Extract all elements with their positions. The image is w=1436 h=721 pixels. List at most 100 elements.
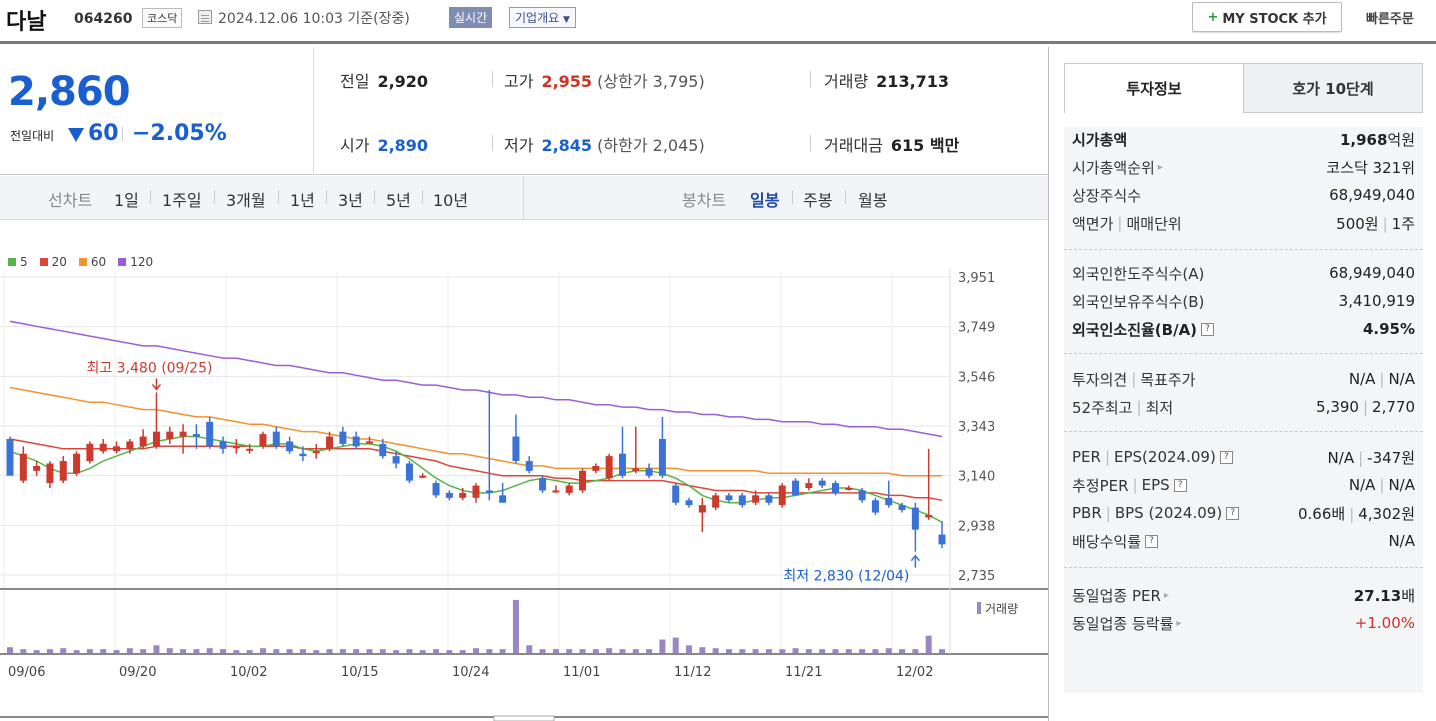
- tab-10y[interactable]: 10년: [433, 191, 469, 210]
- volume-bar: [220, 649, 227, 653]
- candle-body: [286, 441, 294, 452]
- candle-body: [818, 480, 826, 486]
- help-icon[interactable]: ?: [1226, 506, 1240, 520]
- sector-change-row[interactable]: 동일업종 등락률 ▸ +1.00%: [1072, 614, 1415, 633]
- tab-5y[interactable]: 5년: [386, 191, 411, 210]
- legend-ma20: 20: [39, 255, 67, 269]
- tab-daily[interactable]: 일봉: [750, 191, 780, 210]
- candle-body: [831, 483, 839, 493]
- help-icon[interactable]: ?: [1145, 534, 1159, 548]
- candle-body: [272, 431, 280, 447]
- volume-label: 거래량: [985, 602, 1018, 616]
- legend-ma120: 120: [118, 255, 153, 269]
- tab-1y[interactable]: 1년: [290, 191, 315, 210]
- x-tick-label: 11/12: [674, 665, 711, 680]
- volume-bar: [859, 649, 866, 653]
- candle-body: [539, 478, 547, 491]
- candle-body: [685, 500, 693, 506]
- candle-body: [805, 483, 813, 489]
- sector-per-row[interactable]: 동일업종 PER ▸ 27.13배: [1072, 586, 1415, 605]
- volume-bar: [113, 650, 120, 653]
- tab-investment-info[interactable]: 투자정보: [1064, 63, 1244, 113]
- volume-bar: [20, 649, 27, 653]
- stock-code: 064260: [74, 11, 133, 27]
- volume-bar: [725, 649, 732, 653]
- candle-body: [59, 461, 67, 481]
- foreign-limit-row: 외국인한도주식수(A) 68,949,040: [1072, 264, 1415, 283]
- volume-bar: [899, 649, 906, 653]
- help-icon[interactable]: ?: [1201, 322, 1215, 336]
- volume-bar: [446, 650, 453, 653]
- candle-body: [911, 507, 919, 530]
- x-tick-label: 10/24: [452, 665, 489, 680]
- help-icon[interactable]: ?: [1219, 450, 1233, 464]
- y-tick-label: 3,140: [958, 470, 995, 485]
- volume-bar: [672, 637, 679, 653]
- current-price-panel: 2,860 전일대비 60 −2.05%: [0, 47, 314, 175]
- candle-body: [312, 451, 320, 454]
- volume-bar: [752, 649, 759, 653]
- volume-bar: [819, 649, 826, 653]
- candle-body: [579, 470, 587, 491]
- x-tick-label: 11/01: [563, 665, 600, 680]
- candle-body: [73, 453, 81, 474]
- listed-shares-row: 상장주식수 68,949,040: [1072, 186, 1415, 205]
- volume: 거래량 213,713: [824, 72, 950, 91]
- volume-bar: [433, 649, 440, 653]
- volume-bar: [286, 649, 293, 653]
- high-annotation: 최고 3,480 (09/25): [86, 360, 212, 376]
- volume-bar: [140, 649, 147, 653]
- realtime-badge[interactable]: 실시간: [449, 7, 493, 28]
- volume-bar: [805, 649, 812, 653]
- candle-body: [365, 441, 373, 444]
- help-icon[interactable]: ?: [1173, 478, 1187, 492]
- volume-bar: [353, 649, 360, 653]
- candle-body: [379, 443, 387, 457]
- chevron-right-icon: ▸: [1176, 617, 1182, 629]
- candle-body: [698, 505, 706, 513]
- tab-1w[interactable]: 1주일: [162, 191, 202, 210]
- tab-3y[interactable]: 3년: [338, 191, 363, 210]
- corp-info-dropdown[interactable]: 기업개요 ▼: [509, 7, 576, 28]
- volume-bar: [246, 650, 253, 653]
- ma60-line: [9, 386, 942, 477]
- candle-chart-label: 봉차트: [682, 191, 727, 210]
- candle-body: [206, 421, 214, 447]
- down-triangle-icon: [68, 128, 84, 142]
- tab-1d[interactable]: 1일: [114, 191, 139, 210]
- tab-monthly[interactable]: 월봉: [858, 191, 888, 210]
- candle-body: [432, 483, 440, 496]
- candle-body: [778, 485, 786, 506]
- candle-body: [33, 465, 41, 471]
- volume-bar: [339, 649, 346, 653]
- low-annotation: 최저 2,830 (12/04): [783, 569, 909, 585]
- volume-bar: [566, 649, 573, 653]
- market-cap-rank-row[interactable]: 시가총액순위 ▸ 코스닥 321위: [1072, 158, 1415, 177]
- candle-body: [845, 488, 853, 491]
- tab-weekly[interactable]: 주봉: [803, 191, 833, 210]
- ma-legend: 5 20 60 120: [8, 255, 153, 269]
- trade-amount: 거래대금 615 백만: [824, 136, 960, 155]
- candle-body: [299, 453, 307, 457]
- pbr-bps-row: PBR | BPS (2024.09)? 0.66배 | 4,302원: [1072, 504, 1415, 523]
- candle-body: [485, 490, 493, 493]
- quote-datetime: 2024.12.06 10:03 기준(장중): [218, 11, 410, 27]
- candle-body: [46, 463, 54, 484]
- dividend-row: 배당수익률? N/A: [1072, 532, 1415, 551]
- y-tick-label: 2,938: [958, 519, 995, 534]
- candle-body: [445, 492, 453, 498]
- volume-bar: [166, 648, 173, 653]
- add-mystock-button[interactable]: + MY STOCK 추가: [1192, 2, 1342, 32]
- volume-bar: [86, 649, 93, 653]
- volume-bar: [792, 648, 799, 653]
- change-value: 60: [88, 121, 119, 146]
- low-arrowhead: [910, 554, 920, 562]
- candle-body: [898, 505, 906, 511]
- tab-orderbook-10[interactable]: 호가 10단계: [1243, 63, 1423, 113]
- tab-3m[interactable]: 3개월: [226, 191, 266, 210]
- quick-order-link[interactable]: 빠른주문: [1366, 12, 1414, 27]
- market-cap-row: 시가총액 1,968억원: [1072, 130, 1415, 149]
- volume-bar: [659, 639, 666, 653]
- volume-bar: [60, 648, 67, 653]
- candle-body: [219, 441, 227, 449]
